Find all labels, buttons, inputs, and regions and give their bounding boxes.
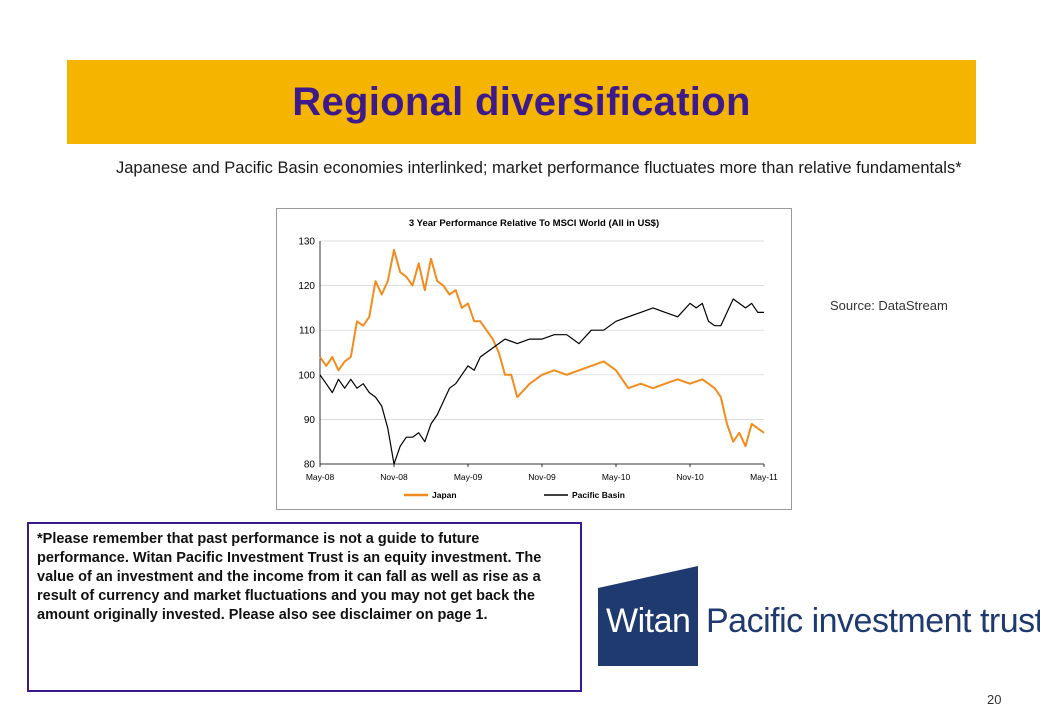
logo-brand-text: Witan xyxy=(606,602,691,640)
page-number: 20 xyxy=(987,692,1002,707)
x-tick-label: May-10 xyxy=(602,472,631,482)
y-tick-label: 120 xyxy=(298,281,315,292)
y-tick-label: 110 xyxy=(299,326,315,337)
logo-tagline-text: Pacific investment trust xyxy=(706,602,1040,640)
y-tick-label: 90 xyxy=(304,415,316,426)
legend-label: Pacific Basin xyxy=(572,490,625,500)
x-tick-label: May-08 xyxy=(306,472,335,482)
x-tick-label: Nov-10 xyxy=(676,472,704,482)
legend-label: Japan xyxy=(432,490,457,500)
series-line-pacific-basin xyxy=(319,298,764,465)
x-tick-label: May-11 xyxy=(750,472,778,482)
chart-title: 3 Year Performance Relative To MSCI Worl… xyxy=(409,218,659,229)
disclaimer-box: *Please remember that past performance i… xyxy=(27,522,582,692)
slide-subtitle: Japanese and Pacific Basin economies int… xyxy=(116,159,962,177)
y-tick-label: 130 xyxy=(298,237,315,248)
witan-logo: Witan Pacific investment trust xyxy=(598,566,1040,676)
x-tick-label: May-09 xyxy=(454,472,483,482)
series-line-japan xyxy=(319,248,765,448)
x-tick-label: Nov-08 xyxy=(380,472,408,482)
slide-title: Regional diversification xyxy=(292,79,751,124)
title-bar: Regional diversification xyxy=(67,60,976,144)
y-tick-label: 80 xyxy=(304,460,316,471)
x-tick-label: Nov-09 xyxy=(528,472,556,482)
y-tick-label: 100 xyxy=(298,370,315,381)
chart-svg: 3 Year Performance Relative To MSCI Worl… xyxy=(298,218,778,500)
performance-chart: 3 Year Performance Relative To MSCI Worl… xyxy=(276,208,792,510)
source-note: Source: DataStream xyxy=(830,298,948,313)
